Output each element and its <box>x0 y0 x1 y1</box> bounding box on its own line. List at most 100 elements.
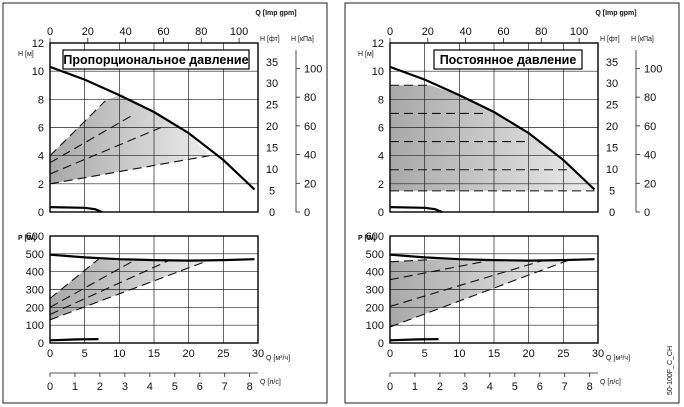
power-chart-border <box>49 235 259 344</box>
hkpa-tick-label: 100 <box>644 63 662 75</box>
qimp-tick-label: 20 <box>82 26 94 38</box>
hft-tick-label: 20 <box>606 121 618 133</box>
hkpa-tick-label: 60 <box>644 121 656 133</box>
hm-tick-label: 6 <box>38 123 44 135</box>
hkpa-tick-label: 80 <box>304 92 316 104</box>
hkpa-unit-label: H [кПа] <box>631 36 654 43</box>
hkpa-tick-label: 60 <box>304 121 316 133</box>
power-chart-border <box>389 235 599 344</box>
power-control-curve <box>389 260 543 307</box>
hft-tick-label: 30 <box>606 78 618 90</box>
hft-tick-label: 35 <box>266 57 278 69</box>
power-max-curve <box>49 253 255 262</box>
hkpa-tick-label: 20 <box>644 178 656 190</box>
qls-tick-label: 6 <box>537 381 543 393</box>
qimp-tick-label: 20 <box>422 26 434 38</box>
qimp-tick-label: 100 <box>570 26 588 38</box>
hkpa-tick-label: 40 <box>644 150 656 162</box>
qls-tick-label: 0 <box>387 381 393 393</box>
qm3h-tick-label: 20 <box>183 348 195 360</box>
pw-tick-label: 100 <box>366 320 384 332</box>
power-max-curve <box>389 253 595 262</box>
power-control-curve <box>49 260 169 315</box>
hkpa-tick-label: 0 <box>304 207 310 219</box>
pw-tick-label: 0 <box>38 338 44 350</box>
qm3h-unit-label: Q [м³/ч] <box>606 355 630 362</box>
hm-tick-label: 8 <box>38 94 44 106</box>
qls-tick-label: 7 <box>562 381 568 393</box>
qls-tick-label: 4 <box>487 381 493 393</box>
pw-tick-label: 0 <box>378 338 384 350</box>
hft-tick-label: 0 <box>269 207 275 219</box>
pw-tick-label: 100 <box>26 320 44 332</box>
qls-tick-label: 3 <box>122 381 128 393</box>
pw-unit-label: P [W] <box>18 235 36 242</box>
qimp-tick-label: 80 <box>535 26 547 38</box>
qls-tick-label: 7 <box>222 381 228 393</box>
footer-code: 50-100F_C_CH <box>667 346 674 395</box>
qimp-tick-label: 60 <box>497 26 509 38</box>
title-box <box>62 49 250 70</box>
pw-tick-label: 400 <box>366 267 384 279</box>
hm-tick-label: 4 <box>378 151 384 163</box>
qm3h-tick-label: 15 <box>148 348 160 360</box>
qls-tick-label: 2 <box>97 381 103 393</box>
qimp-tick-label: 0 <box>47 26 53 38</box>
head-min-curve <box>389 206 443 214</box>
hm-tick-label: 6 <box>378 123 384 135</box>
power-control-curve <box>49 258 99 299</box>
qm3h-tick-label: 10 <box>453 348 465 360</box>
qm3h-tick-label: 0 <box>387 348 393 360</box>
hm-tick-label: 4 <box>38 151 44 163</box>
head-chart-border <box>389 42 599 213</box>
qimp-tick-label: 40 <box>120 26 132 38</box>
qm3h-tick-label: 30 <box>252 348 264 360</box>
hft-tick-label: 35 <box>606 57 618 69</box>
qm3h-tick-label: 10 <box>113 348 125 360</box>
hft-tick-label: 15 <box>606 143 618 155</box>
power-control-curve <box>389 258 432 263</box>
pw-tick-label: 200 <box>26 302 44 314</box>
qm3h-tick-label: 25 <box>217 348 229 360</box>
pw-unit-label: P [W] <box>358 235 376 242</box>
hkpa-tick-label: 40 <box>304 150 316 162</box>
hft-unit-label: H [фт] <box>600 36 620 43</box>
hft-tick-label: 5 <box>269 186 275 198</box>
qls-tick-label: 0 <box>47 381 53 393</box>
power-control-curve <box>49 260 134 308</box>
hkpa-tick-label: 80 <box>644 92 656 104</box>
qls-tick-label: 8 <box>587 381 593 393</box>
hft-tick-label: 30 <box>266 78 278 90</box>
hft-tick-label: 10 <box>606 164 618 176</box>
hm-unit-label: H [м] <box>358 51 374 58</box>
qimp-unit-label: Q [Imp gpm] <box>595 10 636 17</box>
pw-tick-label: 500 <box>26 249 44 261</box>
hkpa-tick-label: 0 <box>644 207 650 219</box>
pw-tick-label: 300 <box>366 285 384 297</box>
qm3h-tick-label: 20 <box>523 348 535 360</box>
hm-tick-label: 2 <box>38 179 44 191</box>
pw-tick-label: 600 <box>366 231 384 243</box>
power-control-curve <box>389 260 488 281</box>
pw-tick-label: 200 <box>366 302 384 314</box>
hm-tick-label: 12 <box>32 38 44 50</box>
power-min-curve <box>389 338 439 342</box>
hm-tick-label: 0 <box>378 207 384 219</box>
hft-tick-label: 5 <box>609 186 615 198</box>
head-control-curve <box>49 126 162 175</box>
qm3h-unit-label: Q [м³/ч] <box>266 355 290 362</box>
qimp-unit-label: Q [Imp gpm] <box>255 10 296 17</box>
head-shaded-region <box>390 85 595 191</box>
hkpa-unit-label: H [кПа] <box>291 36 314 43</box>
pw-tick-label: 600 <box>26 231 44 243</box>
qls-tick-label: 1 <box>412 381 418 393</box>
head-chart-border <box>49 42 259 213</box>
hm-tick-label: 2 <box>378 179 384 191</box>
chart-title: Пропорциональное давление <box>63 53 248 67</box>
qimp-tick-label: 0 <box>387 26 393 38</box>
head-min-curve <box>49 206 103 214</box>
qimp-tick-label: 80 <box>195 26 207 38</box>
qls-tick-label: 4 <box>147 381 153 393</box>
qls-tick-label: 2 <box>437 381 443 393</box>
